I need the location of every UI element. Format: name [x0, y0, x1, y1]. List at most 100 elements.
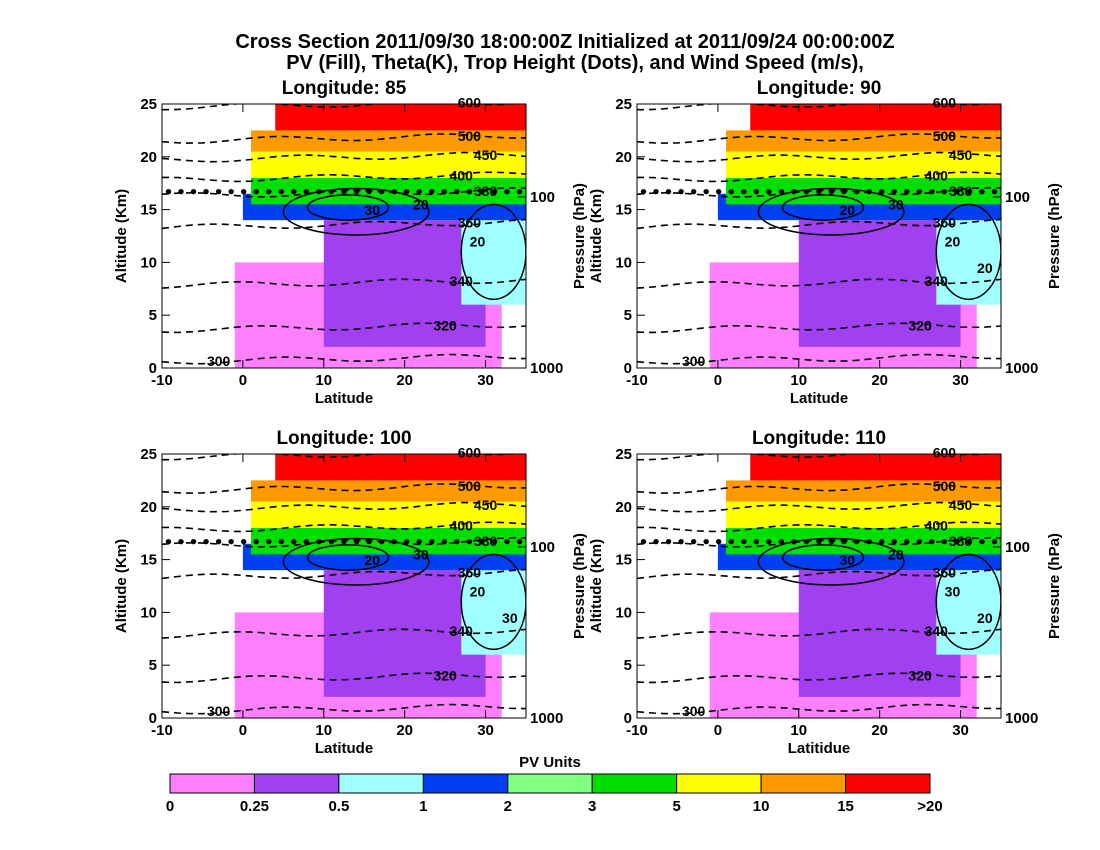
colorbar-swatch-3: [422, 773, 509, 794]
theta-label-450: 450: [949, 147, 973, 163]
theta-contour-340: [637, 628, 1001, 639]
trop-dot: [741, 188, 747, 195]
trop-dot: [466, 188, 473, 195]
theta-label-400: 400: [450, 517, 474, 533]
x-tick-label: 20: [396, 722, 413, 739]
trop-dot: [954, 188, 960, 195]
colorbar-swatch-1: [253, 773, 340, 794]
theta-contour-320: [162, 322, 526, 334]
theta-contour-340: [162, 278, 526, 289]
colorbar-label-2: 0.5: [328, 798, 349, 815]
trop-dot: [929, 188, 935, 195]
trop-dot: [929, 538, 935, 545]
trop-dot: [703, 188, 709, 195]
trop-dot: [653, 188, 659, 195]
pv-band-6: [725, 480, 1001, 502]
trop-dot: [640, 188, 647, 195]
theta-label-320: 320: [433, 318, 457, 334]
x-tick-label: 10: [790, 372, 807, 389]
trop-dot: [416, 188, 422, 195]
wind-label-1: 30: [888, 197, 904, 213]
pressure-tick-label: 1000: [530, 710, 563, 727]
plot-area: [637, 104, 1001, 368]
pv-band-6: [250, 130, 526, 152]
theta-contour-400: [637, 521, 1001, 533]
wind-label-2: 20: [470, 584, 486, 600]
trop-dot: [841, 538, 847, 545]
trop-dot: [966, 538, 973, 545]
y-tick-label: 15: [140, 202, 157, 219]
theta-label-340: 340: [925, 273, 949, 289]
trop-dot: [715, 188, 722, 195]
theta-contour-600: [162, 104, 519, 111]
trop-dot: [228, 538, 234, 545]
trop-dot: [491, 188, 498, 195]
trop-dot: [878, 538, 885, 545]
theta-label-450: 450: [474, 497, 498, 513]
theta-label-300: 300: [682, 703, 706, 719]
y-tick-label: 25: [615, 96, 632, 113]
trop-dot: [728, 538, 734, 545]
theta-contour-340: [637, 278, 1001, 289]
trop-dot: [454, 188, 460, 195]
colorbar-swatch-8: [845, 773, 931, 794]
trop-dot: [703, 538, 709, 545]
pv-band-7: [275, 104, 526, 131]
wind-contour-1: [781, 544, 865, 571]
wind-label-0: 20: [365, 552, 381, 568]
pressure-tick-label: 1000: [1005, 710, 1038, 727]
theta-label-400: 400: [925, 517, 949, 533]
y-tick-label: 20: [615, 499, 632, 516]
theta-contour-450: [162, 151, 526, 163]
trop-dot: [253, 188, 259, 195]
plot-area: [162, 454, 526, 718]
colorbar-label-3: 1: [419, 798, 427, 815]
theta-contour-400: [637, 171, 1001, 183]
pressure-axis-label: Pressure (hPa): [571, 533, 588, 639]
trop-dot: [816, 538, 822, 545]
pv-band-1: [323, 220, 486, 347]
x-tick-label: -10: [151, 722, 173, 739]
theta-contour-300: [162, 703, 526, 715]
pv-band-6: [725, 130, 1001, 152]
trop-dot: [278, 538, 285, 545]
trop-dot: [991, 188, 998, 195]
theta-contour-400: [162, 171, 526, 183]
theta-label-400: 400: [450, 167, 474, 183]
y-tick-label: 15: [140, 552, 157, 569]
trop-dot: [979, 538, 985, 545]
trop-dot: [240, 188, 247, 195]
panel-title: Longitude: 100: [276, 428, 411, 449]
y-tick-label: 5: [149, 657, 157, 674]
theta-contour-450: [637, 151, 1001, 163]
trop-dot: [916, 188, 923, 195]
wind-contour-1: [306, 194, 390, 221]
pv-band-1: [798, 570, 961, 697]
y-tick-label: 5: [149, 307, 157, 324]
pv-band-7: [275, 454, 526, 481]
trop-dot: [178, 188, 184, 195]
trop-dot: [165, 188, 172, 195]
trop-dot: [190, 538, 197, 545]
wind-label-0: 30: [365, 202, 381, 218]
colorbar-swatch-0: [169, 773, 255, 794]
pv-band-2: [936, 559, 1001, 655]
colorbar-label-5: 3: [588, 798, 596, 815]
trop-dot: [516, 188, 523, 195]
plot-area: [162, 104, 526, 368]
pressure-axis-label: Pressure (hPa): [1046, 533, 1063, 639]
pressure-tick-label: 1000: [530, 360, 563, 377]
theta-contour-360: [637, 218, 1001, 230]
pv-band-1: [323, 570, 486, 697]
theta-contour-600: [162, 454, 519, 461]
theta-label-450: 450: [949, 497, 973, 513]
x-tick-label: 30: [477, 372, 494, 389]
colorbar-swatch-5: [591, 773, 678, 794]
trop-dot: [741, 538, 747, 545]
colorbar-title: PV Units: [519, 754, 581, 771]
theta-contour-600: [637, 454, 994, 461]
trop-dot: [479, 188, 485, 195]
